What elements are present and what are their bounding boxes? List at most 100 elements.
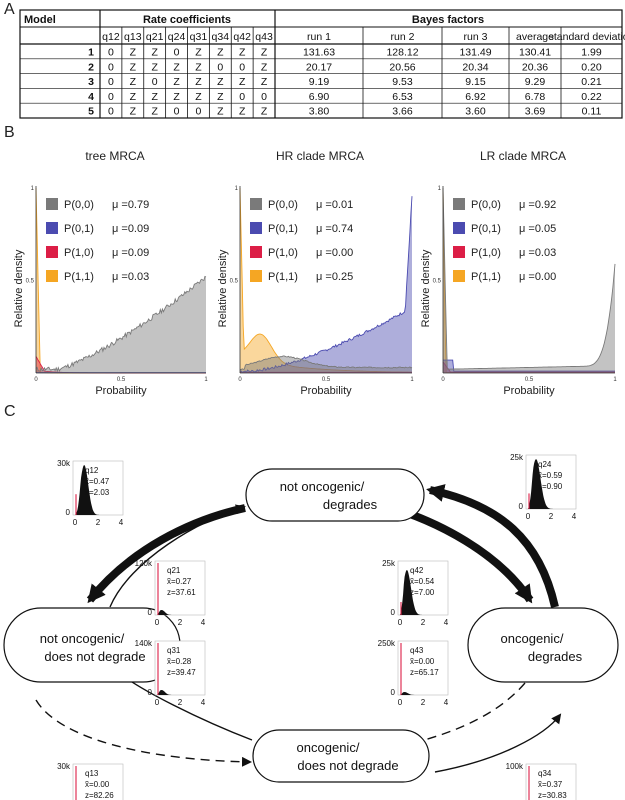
table-cell-bayes: 9.19 [309, 76, 330, 88]
histogram-ymin: 0 [391, 688, 396, 697]
y-tick-label: 0.5 [26, 279, 35, 285]
histogram-x-tick: 2 [96, 518, 101, 527]
legend-name: P(1,1) [471, 271, 501, 283]
table-cell-bayes: 3.80 [309, 106, 330, 118]
table-cell-bayes: 6.78 [525, 91, 546, 103]
table-cell-rate: Z [173, 76, 180, 88]
legend-mean: μ =0.09 [112, 223, 149, 235]
legend-mean: μ =0.01 [316, 199, 353, 211]
table-header-model: Model [24, 14, 56, 26]
histogram-frame [72, 763, 124, 800]
table-cell-rate: 0 [152, 76, 158, 88]
table-cell-bayes: 6.92 [465, 91, 486, 103]
histogram-ymax: 100k [506, 762, 524, 771]
table-col-header: q12 [102, 31, 120, 43]
histogram-ymax: 250k [378, 639, 396, 648]
histogram-median: x̃=0.47 [85, 477, 110, 486]
table-cell-rate: Z [239, 76, 246, 88]
table-cell-bayes: 20.17 [306, 61, 332, 73]
x-tick-label: 0 [441, 377, 445, 383]
table-cell-bayes: 0.20 [581, 61, 602, 73]
table-cell-rate: Z [130, 61, 137, 73]
table-cell-rate: 0 [261, 91, 267, 103]
table-row-model: 2 [88, 61, 94, 73]
legend-mean: μ =0.79 [112, 199, 149, 211]
state-label-s1: not oncogenic/degrades [280, 479, 378, 512]
histogram-median: x̃=0.28 [167, 657, 192, 666]
y-tick-label: 1 [438, 186, 442, 192]
histogram-label: q12 [85, 466, 99, 475]
histogram-q21: q21 x̃=0.27 z=37.61 120k 00 2 4 [135, 559, 206, 627]
x-tick-label: 0.5 [117, 377, 126, 383]
state-label-s4: oncogenic/does not degrade [297, 740, 399, 773]
histogram-x-tick: 0 [398, 698, 403, 707]
state-not-oncogenic-does-not-degrade: not oncogenic/does not degrade [3, 607, 181, 683]
histogram-z: z=37.61 [167, 588, 196, 597]
legend-mean: μ =0.74 [316, 223, 353, 235]
table-cell-rate: Z [261, 76, 268, 88]
legend-name: P(0,1) [471, 223, 501, 235]
legend-name: P(1,0) [471, 247, 501, 259]
table-cell-bayes: 131.49 [459, 47, 491, 59]
table-cell-rate: Z [261, 61, 268, 73]
table-cell-rate: Z [217, 106, 224, 118]
legend-mean: μ =0.03 [519, 247, 556, 259]
y-tick-label: 1 [235, 186, 239, 192]
legend-swatch [46, 222, 58, 234]
y-axis-label: Relative density [420, 249, 432, 327]
x-tick-label: 0 [238, 377, 242, 383]
table-cell-bayes: 1.99 [581, 47, 602, 59]
state-oncogenic-degrades: oncogenic/degrades [467, 607, 619, 683]
table-row-model: 1 [88, 47, 94, 59]
table-row-model: 3 [88, 76, 94, 88]
histogram-x-tick: 2 [549, 512, 554, 521]
histogram-x-tick: 2 [178, 698, 183, 707]
x-axis-label: Probability [300, 385, 352, 397]
histogram-ymin: 0 [519, 502, 524, 511]
legend-swatch [453, 222, 465, 234]
table-cell-rate: 0 [108, 47, 114, 59]
table-cell-rate: 0 [174, 106, 180, 118]
state-label-s2: oncogenic/degrades [501, 631, 583, 664]
histogram-ymax: 30k [57, 762, 71, 771]
arrow-s3-to-s4 [35, 699, 252, 767]
table-cell-rate: Z [195, 61, 202, 73]
histogram-label: q42 [410, 566, 424, 575]
histogram-ymax: 25k [510, 453, 524, 462]
histogram-distribution [400, 570, 446, 615]
series-1-area [36, 276, 206, 373]
arrow-s4-to-s2 [434, 713, 562, 773]
legend-swatch [250, 198, 262, 210]
table-cell-bayes: 20.34 [462, 61, 488, 73]
series-2-line [443, 359, 615, 372]
histogram-z: z=39.47 [167, 668, 196, 677]
table-col-header: q43 [255, 31, 273, 43]
histogram-ymax: 30k [57, 459, 71, 468]
table-header-bayes: Bayes factors [412, 14, 484, 26]
legend-swatch [250, 222, 262, 234]
histogram-q12: q12 x̃=0.47 z=2.03 30k 00 2 4 [57, 459, 124, 527]
table-col-header: q13 [124, 31, 142, 43]
arrow-s3-to-s1 [109, 504, 246, 608]
histogram-frame [525, 763, 577, 800]
table-cell-rate: Z [217, 76, 224, 88]
legend-name: P(1,0) [64, 247, 94, 259]
histogram-ymax: 25k [382, 559, 396, 568]
legend-mean: μ =0.00 [519, 271, 556, 283]
series-1-line [35, 275, 207, 373]
table-cell-bayes: 20.56 [389, 61, 415, 73]
table-cell-rate: Z [130, 76, 137, 88]
histogram-x-tick: 0 [73, 518, 78, 527]
table-cell-bayes: 9.15 [465, 76, 486, 88]
table-cell-rate: Z [173, 91, 180, 103]
histogram-q24: q24 x̃=0.59 z=0.90 25k 00 2 4 [510, 453, 577, 521]
table-cell-rate: Z [130, 91, 137, 103]
histogram-median: x̃=0.37 [538, 780, 563, 789]
histogram-x-tick: 4 [119, 518, 124, 527]
table-cell-rate: 0 [108, 91, 114, 103]
state-not-oncogenic-degrades: not oncogenic/degrades [245, 468, 425, 522]
histogram-distribution [157, 610, 203, 615]
chart-title: tree MRCA [85, 149, 144, 163]
